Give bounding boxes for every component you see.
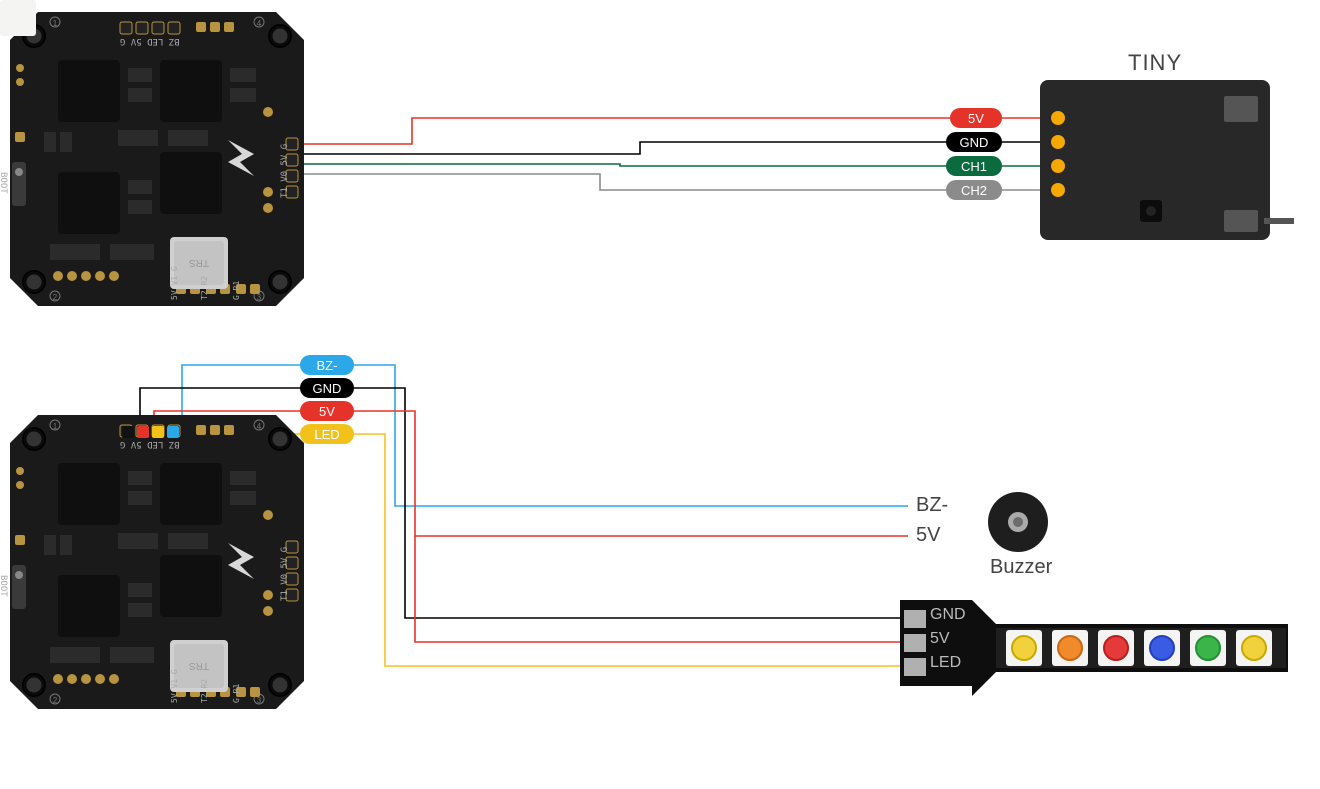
pcb-top-boot: BOOT — [0, 172, 8, 194]
pcb-bot-right-labels: T1 V0 5V G — [280, 547, 290, 601]
pcb-bot-bot1: 5V V1 G — [170, 669, 179, 703]
top-wires — [304, 118, 1050, 190]
gps-pin-ch1: CH1 — [946, 156, 1002, 176]
buzzer-pin-5v: 5V — [916, 524, 940, 547]
buzzer — [988, 492, 1048, 552]
flight-controller-bottom — [10, 415, 304, 709]
wiring-diagram: 1 4 2 3 — [0, 0, 1320, 789]
pcb-top-bot3: G R1 — [232, 281, 241, 300]
hdr-pill-5v: 5V — [300, 401, 354, 421]
pcb-bot-bot3: G R1 — [232, 684, 241, 703]
hdr-pill-bz: BZ- — [300, 355, 354, 375]
ledstrip-pin-gnd: GND — [930, 606, 966, 624]
buzzer-pin-bz: BZ- — [916, 494, 948, 517]
pcb-bot-bot2: T2 R2 — [200, 679, 209, 703]
flight-controller-top — [10, 12, 304, 306]
pcb-top-bot2: T2 R2 — [200, 276, 209, 300]
gps-pin-5v: 5V — [950, 108, 1002, 128]
ledstrip-pin-5v: 5V — [930, 630, 950, 648]
pcb-bot-top-labels: BZ LED 5V G — [120, 439, 180, 449]
gps-pin-ch2: CH2 — [946, 180, 1002, 200]
pcb-top-top-labels: BZ LED 5V G — [120, 36, 180, 46]
hdr-pill-gnd: GND — [300, 378, 354, 398]
gps-tiny — [1040, 80, 1294, 240]
pcb-top-bot1: 5V V1 G — [170, 266, 179, 300]
gps-title: TINY — [1128, 50, 1182, 76]
hdr-pill-led: LED — [300, 424, 354, 444]
ledstrip-pin-led: LED — [930, 654, 961, 672]
buzzer-label: Buzzer — [990, 556, 1052, 579]
gps-pin-gnd: GND — [946, 132, 1002, 152]
pcb-top-right-labels: T1 V0 5V G — [280, 144, 290, 198]
pcb-bot-boot: BOOT — [0, 575, 8, 597]
